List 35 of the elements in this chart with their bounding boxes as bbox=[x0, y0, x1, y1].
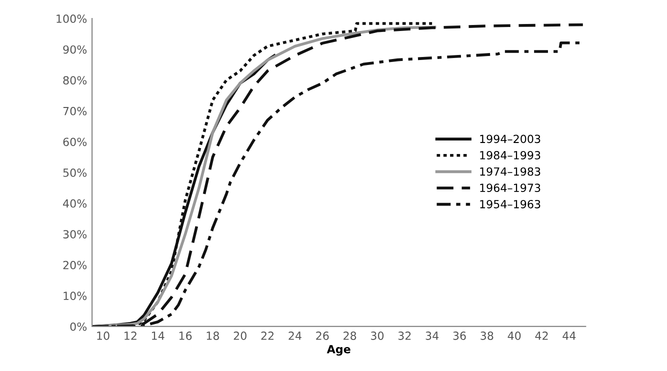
y-tick-label: 20% bbox=[63, 260, 87, 270]
x-tick-label: 24 bbox=[288, 332, 302, 340]
x-tick-label: 18 bbox=[206, 332, 220, 340]
y-tick-label: 40% bbox=[63, 199, 87, 208]
x-tick-label: 10 bbox=[97, 332, 110, 340]
x-axis-title: Age bbox=[326, 345, 350, 356]
x-tick-label: 28 bbox=[344, 332, 356, 340]
x-tick-label: 26 bbox=[316, 332, 329, 340]
x-tick-label: 14 bbox=[152, 332, 164, 340]
y-tick-label: 0% bbox=[70, 322, 87, 331]
y-tick-label: 80% bbox=[63, 76, 87, 85]
y-tick-label: 60% bbox=[63, 138, 87, 146]
legend-label: 1954–1963 bbox=[480, 200, 540, 208]
x-tick-label: 34 bbox=[426, 332, 439, 340]
x-tick-label: 40 bbox=[508, 332, 521, 340]
x-tick-label: 30 bbox=[371, 332, 384, 340]
x-tick-label: 12 bbox=[124, 332, 136, 340]
y-tick-label: 90% bbox=[63, 45, 87, 54]
legend-label: 1974–1983 bbox=[480, 167, 540, 176]
x-tick-label: 42 bbox=[535, 332, 548, 340]
legend-label: 1964–1973 bbox=[480, 184, 540, 192]
x-tick-label: 32 bbox=[398, 332, 411, 340]
y-tick-label: 30% bbox=[63, 230, 87, 238]
y-tick-label: 100% bbox=[56, 14, 87, 23]
legend-label: 1984–1993 bbox=[480, 151, 540, 160]
x-tick-label: 16 bbox=[179, 332, 192, 340]
x-tick-label: 20 bbox=[234, 332, 246, 340]
y-tick-label: 10% bbox=[64, 292, 87, 300]
legend-label: 1994–2003 bbox=[480, 134, 540, 144]
y-tick-label: 50% bbox=[63, 168, 87, 177]
x-tick-label: 38 bbox=[480, 332, 494, 340]
x-tick-label: 36 bbox=[453, 332, 466, 340]
y-tick-label: 70% bbox=[63, 106, 87, 116]
x-tick-label: 22 bbox=[261, 332, 274, 340]
x-tick-label: 44 bbox=[562, 332, 576, 340]
